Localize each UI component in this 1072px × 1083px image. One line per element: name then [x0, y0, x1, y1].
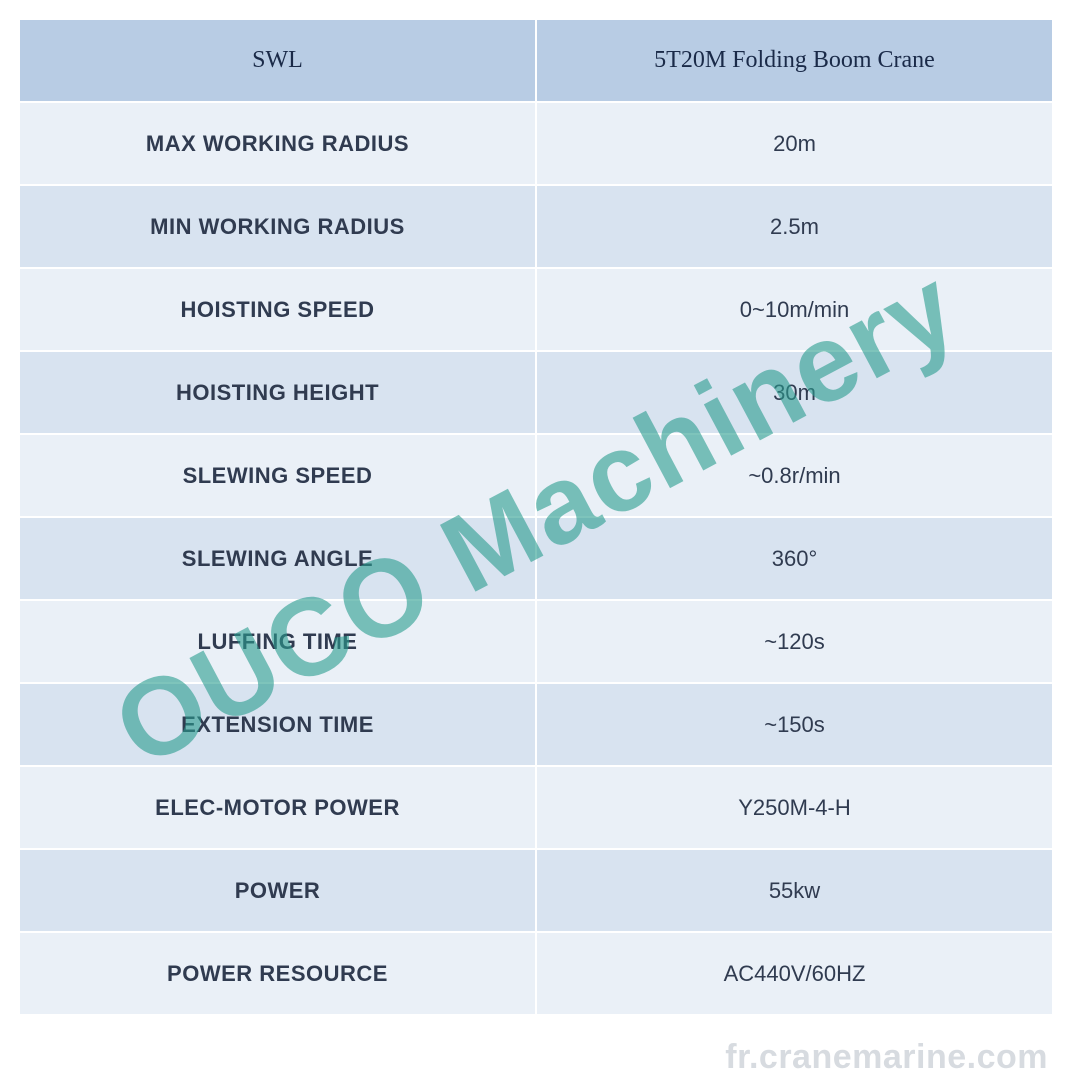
spec-table: SWL 5T20M Folding Boom Crane MAX WORKING… [18, 18, 1054, 1016]
table-row: MIN WORKING RADIUS 2.5m [19, 185, 1053, 268]
table-row: SLEWING SPEED ~0.8r/min [19, 434, 1053, 517]
spec-value: 55kw [536, 849, 1053, 932]
header-left: SWL [19, 19, 536, 102]
table-row: SLEWING ANGLE 360° [19, 517, 1053, 600]
spec-value: ~150s [536, 683, 1053, 766]
spec-label: SLEWING ANGLE [19, 517, 536, 600]
table-row: MAX WORKING RADIUS 20m [19, 102, 1053, 185]
table-row: HOISTING HEIGHT 30m [19, 351, 1053, 434]
spec-value: 0~10m/min [536, 268, 1053, 351]
footer-url: fr.cranemarine.com [725, 1038, 1048, 1077]
spec-label: LUFFING TIME [19, 600, 536, 683]
spec-table-container: SWL 5T20M Folding Boom Crane MAX WORKING… [0, 0, 1072, 1034]
spec-value: 30m [536, 351, 1053, 434]
spec-value: 2.5m [536, 185, 1053, 268]
spec-label: SLEWING SPEED [19, 434, 536, 517]
spec-label: EXTENSION TIME [19, 683, 536, 766]
table-row: HOISTING SPEED 0~10m/min [19, 268, 1053, 351]
table-header-row: SWL 5T20M Folding Boom Crane [19, 19, 1053, 102]
spec-label: POWER RESOURCE [19, 932, 536, 1015]
spec-label: HOISTING HEIGHT [19, 351, 536, 434]
table-row: ELEC-MOTOR POWER Y250M-4-H [19, 766, 1053, 849]
spec-value: Y250M-4-H [536, 766, 1053, 849]
table-row: LUFFING TIME ~120s [19, 600, 1053, 683]
spec-value: ~120s [536, 600, 1053, 683]
spec-value: AC440V/60HZ [536, 932, 1053, 1015]
spec-value: ~0.8r/min [536, 434, 1053, 517]
table-row: EXTENSION TIME ~150s [19, 683, 1053, 766]
spec-label: MAX WORKING RADIUS [19, 102, 536, 185]
spec-value: 360° [536, 517, 1053, 600]
table-row: POWER 55kw [19, 849, 1053, 932]
spec-label: POWER [19, 849, 536, 932]
table-row: POWER RESOURCE AC440V/60HZ [19, 932, 1053, 1015]
spec-value: 20m [536, 102, 1053, 185]
spec-label: MIN WORKING RADIUS [19, 185, 536, 268]
spec-label: HOISTING SPEED [19, 268, 536, 351]
spec-label: ELEC-MOTOR POWER [19, 766, 536, 849]
header-right: 5T20M Folding Boom Crane [536, 19, 1053, 102]
